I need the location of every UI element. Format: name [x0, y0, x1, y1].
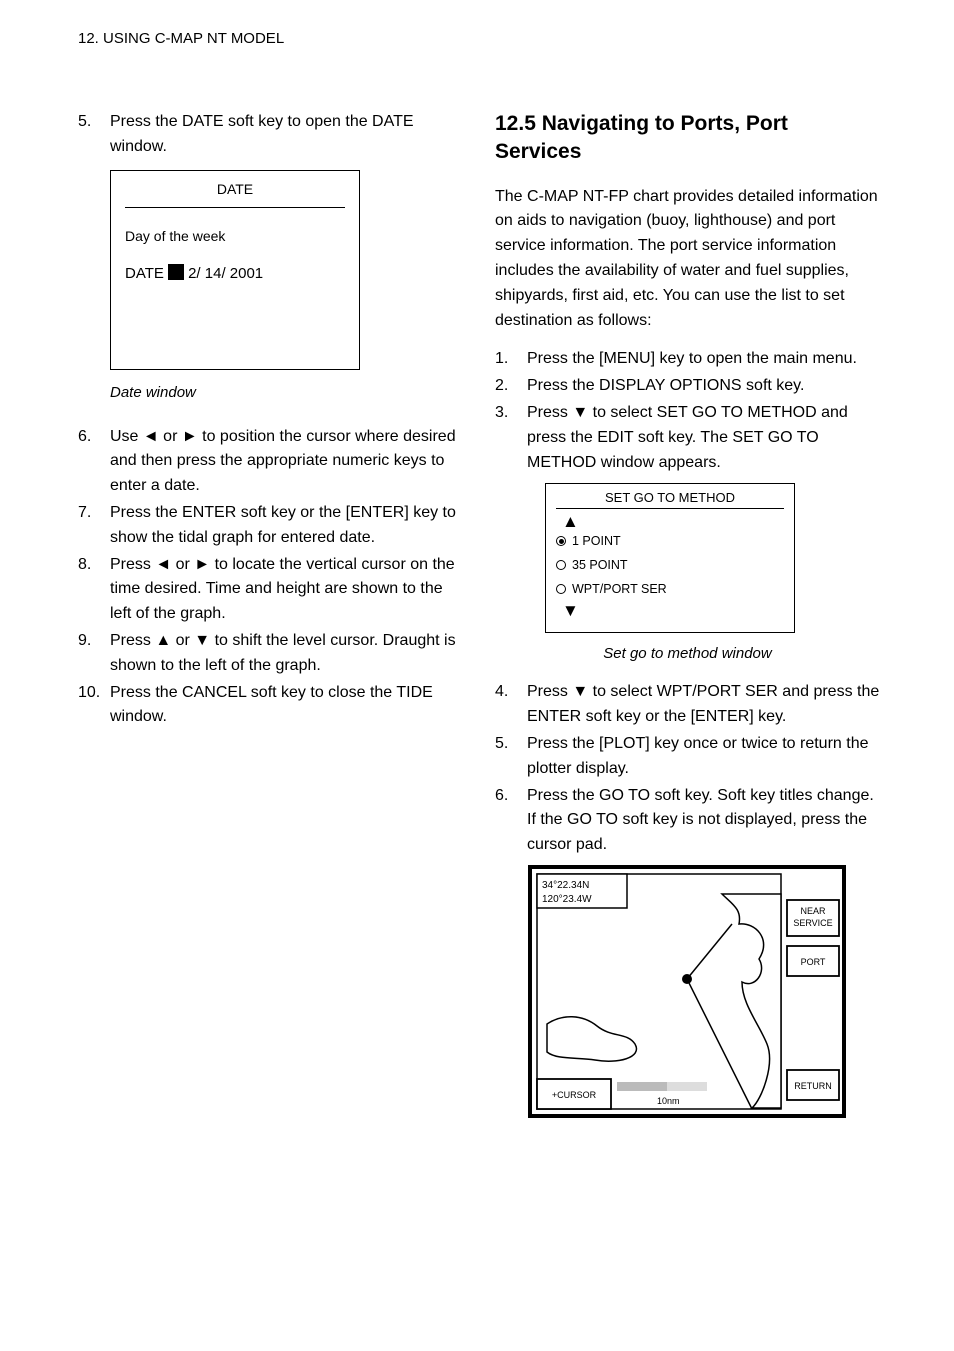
item-text: Press the ENTER soft key or the [ENTER] …: [110, 501, 463, 551]
item-number: 4.: [495, 680, 527, 730]
left-list-start: 5. Press the DATE soft key to open the D…: [78, 110, 463, 160]
left-list-rest: 6. Use ◄ or ► to position the cursor whe…: [78, 425, 463, 731]
triangle-down-icon: ▼: [556, 602, 784, 619]
svg-text:RETURN: RETURN: [794, 1081, 832, 1091]
list-item: 1. Press the [MENU] key to open the main…: [495, 347, 880, 372]
item-text: Press ▲ or ▼ to shift the level cursor. …: [110, 629, 463, 679]
item-number: 1.: [495, 347, 527, 372]
item-number: 9.: [78, 629, 110, 679]
list-item: 7. Press the ENTER soft key or the [ENTE…: [78, 501, 463, 551]
set-window-body: ▲ 1 POINT 35 POINT WPT/PORT SER ▼: [546, 509, 794, 618]
intro-paragraph: The C-MAP NT-FP chart provides detailed …: [495, 185, 880, 334]
radio-empty-icon: [556, 560, 566, 570]
radio-option: 1 POINT: [556, 530, 784, 554]
set-go-to-window: SET GO TO METHOD ▲ 1 POINT 35 POINT WPT/…: [545, 483, 795, 633]
section-title: 12.5 Navigating to Ports, Port Services: [495, 110, 880, 167]
page-header: 12. USING C-MAP NT MODEL: [78, 30, 284, 47]
opt-text: WPT/PORT SER: [572, 582, 667, 596]
plotter-display-figure: 34°22.34N 120°23.4W NEAR SERVICE PORT RE…: [527, 864, 847, 1119]
item-text: Press the CANCEL soft key to close the T…: [110, 681, 463, 731]
item-text: Press ▼ to select WPT/PORT SER and press…: [527, 680, 880, 730]
item-text: Press the DATE soft key to open the DATE…: [110, 110, 463, 160]
item-text: Press ◄ or ► to locate the vertical curs…: [110, 553, 463, 627]
svg-text:SERVICE: SERVICE: [793, 918, 832, 928]
triangle-up-icon: ▲: [556, 513, 784, 530]
item-text: Press the DISPLAY OPTIONS soft key.: [527, 374, 880, 399]
coord-line1: 34°22.34N: [542, 880, 589, 891]
item-number: 6.: [495, 784, 527, 858]
item-number: 10.: [78, 681, 110, 731]
item-number: 7.: [78, 501, 110, 551]
item-number: 6.: [78, 425, 110, 499]
opt-text: 35 POINT: [572, 558, 628, 572]
cursor-square-icon: [168, 264, 184, 280]
date-window-sub: Day of the week: [125, 228, 345, 244]
radio-option: WPT/PORT SER: [556, 578, 784, 602]
list-item: 3. Press ▼ to select SET GO TO METHOD an…: [495, 401, 880, 475]
set-window-title: SET GO TO METHOD: [546, 484, 794, 508]
date-window-body: Day of the week DATE 2/ 14/ 2001: [111, 208, 359, 282]
list-item: 6. Press the GO TO soft key. Soft key ti…: [495, 784, 880, 858]
opt-text: 1 POINT: [572, 534, 621, 548]
date-window-dateline: DATE 2/ 14/ 2001: [125, 264, 345, 282]
item-text: Press the [PLOT] key once or twice to re…: [527, 732, 880, 782]
radio-filled-icon: [556, 536, 566, 546]
right-list-2: 4. Press ▼ to select WPT/PORT SER and pr…: [495, 680, 880, 858]
date-window-caption: Date window: [110, 384, 463, 401]
svg-text:PORT: PORT: [801, 957, 826, 967]
list-item: 6. Use ◄ or ► to position the cursor whe…: [78, 425, 463, 499]
radio-empty-icon: [556, 584, 566, 594]
svg-text:10nm: 10nm: [657, 1096, 680, 1106]
svg-text:NEAR: NEAR: [800, 906, 826, 916]
list-item: 10. Press the CANCEL soft key to close t…: [78, 681, 463, 731]
item-text: Use ◄ or ► to position the cursor where …: [110, 425, 463, 499]
item-number: 5.: [495, 732, 527, 782]
list-item: 8. Press ◄ or ► to locate the vertical c…: [78, 553, 463, 627]
item-text: Press ▼ to select SET GO TO METHOD and p…: [527, 401, 880, 475]
left-column: 5. Press the DATE soft key to open the D…: [78, 110, 463, 732]
item-text: Press the GO TO soft key. Soft key title…: [527, 784, 880, 858]
date-window-title: DATE: [111, 171, 359, 197]
scale-bar: [617, 1082, 667, 1091]
date-prefix: DATE: [125, 265, 164, 282]
item-text: Press the [MENU] key to open the main me…: [527, 347, 880, 372]
item-number: 8.: [78, 553, 110, 627]
item-number: 3.: [495, 401, 527, 475]
page-header-text: 12. USING C-MAP NT MODEL: [78, 30, 284, 47]
svg-text:+CURSOR: +CURSOR: [552, 1090, 597, 1100]
set-window-caption: Set go to method window: [495, 645, 880, 662]
list-item: 5. Press the DATE soft key to open the D…: [78, 110, 463, 160]
list-item: 9. Press ▲ or ▼ to shift the level curso…: [78, 629, 463, 679]
list-item: 5. Press the [PLOT] key once or twice to…: [495, 732, 880, 782]
date-window: DATE Day of the week DATE 2/ 14/ 2001: [110, 170, 360, 370]
date-value: 2/ 14/ 2001: [188, 265, 263, 282]
scale-bar: [667, 1082, 707, 1091]
radio-option: 35 POINT: [556, 554, 784, 578]
coord-line2: 120°23.4W: [542, 894, 592, 905]
list-item: 2. Press the DISPLAY OPTIONS soft key.: [495, 374, 880, 399]
right-column: 12.5 Navigating to Ports, Port Services …: [495, 110, 880, 1119]
list-item: 4. Press ▼ to select WPT/PORT SER and pr…: [495, 680, 880, 730]
right-list-1: 1. Press the [MENU] key to open the main…: [495, 347, 880, 475]
item-number: 2.: [495, 374, 527, 399]
item-number: 5.: [78, 110, 110, 160]
